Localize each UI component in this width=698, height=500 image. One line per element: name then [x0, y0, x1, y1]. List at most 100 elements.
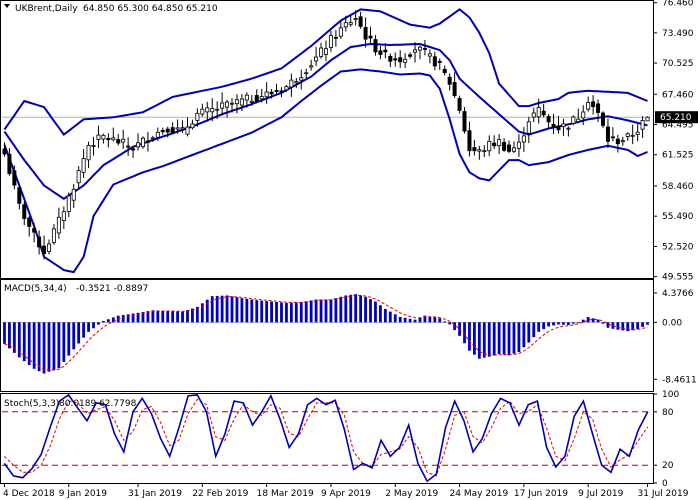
candle-body	[314, 56, 319, 62]
macd-panel	[2, 294, 650, 374]
macd-bar	[285, 302, 288, 323]
price-axis-label: 61.525	[662, 151, 694, 161]
candle	[279, 87, 284, 98]
macd-bar	[171, 311, 175, 323]
candle-body	[304, 72, 309, 75]
stoch-axis-label: 20	[662, 461, 674, 471]
candle-body	[86, 144, 91, 161]
candle-body	[46, 243, 51, 252]
macd-bar	[289, 302, 293, 323]
candle	[116, 133, 121, 146]
candle-body	[413, 49, 418, 53]
macd-bar	[240, 298, 244, 323]
macd-bar	[106, 319, 110, 323]
macd-title: MACD(5,34,4)	[4, 284, 67, 294]
candle-body	[66, 195, 71, 212]
candle-body	[338, 27, 343, 37]
candle	[249, 94, 254, 106]
candle	[22, 201, 27, 226]
macd-bar	[32, 322, 36, 369]
candle	[591, 95, 596, 115]
candle	[269, 89, 274, 99]
macd-bar	[260, 300, 264, 323]
macd-bar	[596, 319, 600, 323]
candle-body	[215, 108, 220, 111]
candle	[477, 145, 482, 160]
candle	[289, 73, 294, 97]
macd-bar	[453, 322, 457, 331]
macd-bar	[17, 322, 21, 358]
price-axis-label: 58.460	[662, 182, 694, 192]
macd-bar	[423, 315, 427, 323]
candle	[37, 230, 42, 255]
macd-bar	[492, 322, 496, 356]
candle-body	[32, 228, 37, 233]
candle	[220, 92, 225, 116]
macd-bar	[571, 322, 575, 324]
candle	[86, 141, 91, 169]
candle	[160, 127, 165, 135]
candle-body	[497, 139, 502, 147]
macd-bar	[344, 295, 348, 323]
macd-bar	[566, 322, 570, 326]
stoch-panel	[2, 393, 650, 483]
candle	[328, 30, 333, 52]
candle	[96, 125, 101, 148]
stoch-axis-label: 80	[662, 408, 674, 418]
candle-body	[289, 79, 294, 88]
candle	[338, 20, 343, 39]
macd-readout: -0.3521 -0.8897	[76, 284, 148, 294]
symbol-selector-icon[interactable]	[4, 4, 10, 8]
macd-bar	[8, 322, 11, 349]
candle	[482, 145, 487, 157]
stoch-axis-label: 100	[662, 390, 679, 400]
candle	[561, 118, 566, 136]
candle-body	[551, 124, 556, 128]
candle-body	[571, 116, 576, 124]
bollinger-lower-line	[3, 68, 648, 274]
candle	[497, 133, 502, 155]
macd-bar	[482, 322, 486, 358]
macd-bar	[294, 302, 298, 323]
date-axis-label: 9 Jul 2019	[578, 489, 623, 499]
macd-bar	[433, 317, 437, 323]
candle-body	[457, 98, 462, 111]
macd-bar	[448, 322, 452, 325]
candle	[106, 133, 111, 148]
candle	[576, 108, 581, 124]
macd-bar	[626, 322, 630, 332]
candle-body	[37, 236, 42, 248]
candle	[457, 95, 462, 114]
candle-body	[264, 91, 269, 98]
candle-body	[507, 144, 512, 152]
candle	[91, 136, 96, 156]
candle-body	[195, 112, 200, 121]
macd-bar	[611, 322, 615, 329]
macd-bar	[349, 294, 353, 323]
macd-bar	[641, 322, 644, 327]
macd-bar	[22, 322, 26, 362]
price-axis-label: 73.490	[662, 29, 694, 39]
candle-body	[645, 116, 650, 122]
candle	[254, 89, 259, 104]
candle	[378, 46, 383, 60]
candle-body	[96, 134, 101, 140]
candle	[12, 165, 17, 190]
candle-body	[145, 140, 150, 143]
candle	[136, 133, 141, 151]
candle-body	[91, 145, 96, 147]
macd-bar	[265, 301, 269, 323]
macd-bar	[47, 322, 51, 372]
current-price-label: 65.210	[660, 113, 692, 123]
candle	[521, 127, 526, 153]
macd-bar	[176, 311, 180, 323]
candle-body	[185, 126, 190, 135]
candle	[368, 26, 373, 44]
stoch-title: Stoch(5,3,3)	[4, 399, 59, 409]
candle-body	[625, 133, 630, 137]
candle-body	[586, 102, 591, 110]
candle	[17, 185, 22, 210]
candle	[492, 135, 497, 150]
candle-body	[116, 139, 121, 144]
candle-body	[541, 110, 546, 116]
